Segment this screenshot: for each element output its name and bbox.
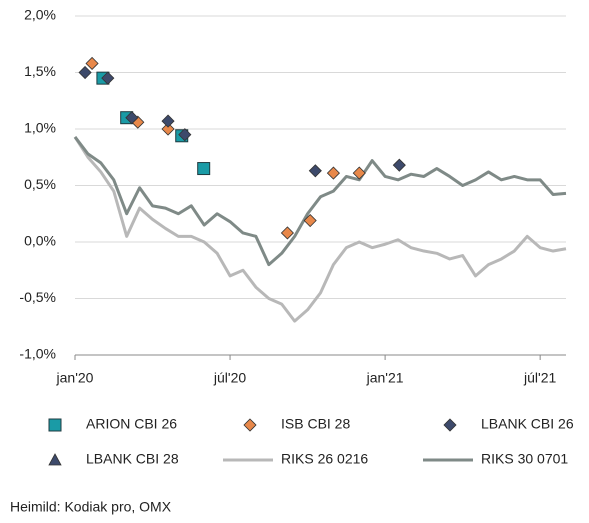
y-tick-label: 0,5% xyxy=(24,176,56,192)
point xyxy=(303,213,317,228)
point xyxy=(178,128,192,142)
point xyxy=(197,162,211,176)
legend-symbol xyxy=(48,418,62,432)
series-line xyxy=(73,136,567,323)
point xyxy=(85,56,99,71)
point xyxy=(392,158,406,172)
x-tick-label: júl'21 xyxy=(523,370,556,386)
legend-symbol xyxy=(48,453,62,466)
source: Heimild: Kodiak pro, OMX xyxy=(10,499,172,515)
point xyxy=(308,164,322,178)
point xyxy=(78,65,92,80)
legend-label: RIKS 30 0701 xyxy=(481,451,568,467)
point xyxy=(280,226,294,240)
legend-symbol xyxy=(243,418,257,432)
legend-label: ARION CBI 26 xyxy=(86,416,177,432)
legend-label: LBANK CBI 26 xyxy=(481,416,574,432)
series-line xyxy=(73,136,567,267)
point xyxy=(161,122,175,136)
point xyxy=(101,71,115,85)
point xyxy=(125,111,139,125)
legend-label: RIKS 26 0216 xyxy=(281,451,368,467)
legend-label: ISB CBI 28 xyxy=(281,416,350,432)
y-tick-label: 2,0% xyxy=(24,7,56,23)
y-tick-label: 0,0% xyxy=(24,233,56,249)
y-tick-label: 1,0% xyxy=(24,120,56,136)
y-tick-label: -0,5% xyxy=(19,289,56,305)
y-tick-label: 1,5% xyxy=(24,63,56,79)
point xyxy=(161,114,175,128)
x-tick-label: júl'20 xyxy=(213,370,246,386)
x-tick-label: jan'20 xyxy=(56,370,94,386)
y-tick-label: -1,0% xyxy=(19,346,56,362)
point xyxy=(326,166,340,180)
legend-symbol xyxy=(443,418,457,432)
point xyxy=(352,166,366,180)
x-tick-label: jan'21 xyxy=(366,370,404,386)
legend-label: LBANK CBI 28 xyxy=(86,451,179,467)
